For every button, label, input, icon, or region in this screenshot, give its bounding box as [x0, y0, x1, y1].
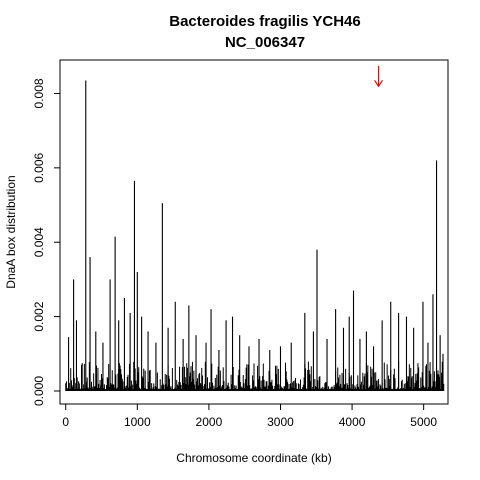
- origin-arrow: [374, 65, 384, 88]
- y-tick-label: 0.000: [32, 376, 46, 406]
- chart-subtitle: NC_006347: [225, 34, 305, 51]
- x-axis-label: Chromosome coordinate (kb): [176, 451, 331, 465]
- y-axis-label: DnaA box distribution: [4, 175, 18, 288]
- arrow-head: [374, 79, 384, 88]
- y-tick-label: 0.008: [32, 78, 46, 108]
- bar-series: [65, 80, 445, 391]
- y-axis: 0.000 0.002 0.004 0.006 0.008: [32, 78, 60, 406]
- chart-title: Bacteroides fragilis YCH46: [169, 13, 360, 30]
- x-tick-label: 4000: [339, 415, 366, 429]
- x-tick-label: 3000: [267, 415, 294, 429]
- y-tick-label: 0.002: [32, 301, 46, 331]
- x-tick-label: 0: [62, 415, 69, 429]
- x-tick-label: 1000: [124, 415, 151, 429]
- x-tick-label: 5000: [410, 415, 437, 429]
- y-tick-label: 0.006: [32, 153, 46, 183]
- y-tick-label: 0.004: [32, 227, 46, 257]
- x-tick-label: 2000: [196, 415, 223, 429]
- x-axis: 0 1000 2000 3000 4000 5000: [62, 403, 437, 429]
